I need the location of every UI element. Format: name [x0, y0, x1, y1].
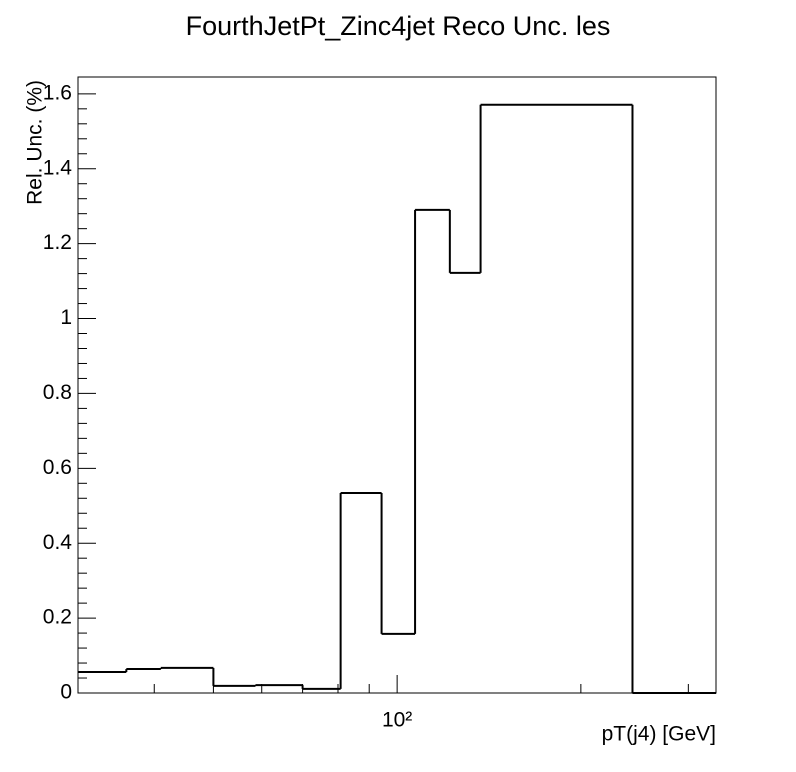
y-tick-label: 1.4 — [43, 156, 73, 179]
x-axis-label: pT(j4) [GeV] — [602, 723, 716, 746]
y-tick-label: 0.8 — [43, 381, 72, 404]
y-tick-label: 0.4 — [43, 531, 73, 554]
y-tick-label: 0 — [60, 681, 72, 704]
chart-title: FourthJetPt_Zinc4jet Reco Unc. les — [186, 11, 611, 41]
y-tick-label: 0.6 — [43, 456, 72, 479]
y-axis-label: Rel. Unc. (%) — [24, 80, 47, 205]
y-tick-label: 1 — [60, 306, 72, 329]
y-tick-label: 1.2 — [43, 231, 72, 254]
x-tick-label: 10² — [382, 709, 412, 732]
y-tick-label: 0.2 — [43, 606, 72, 629]
y-tick-label: 1.6 — [43, 81, 72, 104]
